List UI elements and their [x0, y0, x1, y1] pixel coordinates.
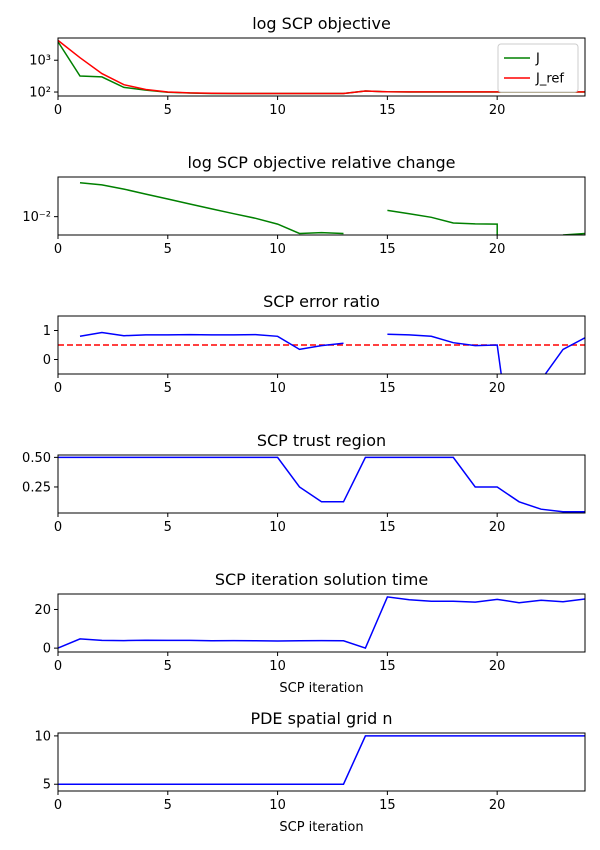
series-line-1 [58, 735, 585, 785]
subplot-title: SCP trust region [257, 431, 386, 450]
x-tick-label: 15 [379, 798, 396, 813]
x-tick-label: 20 [489, 381, 506, 396]
x-tick-label: 10 [269, 381, 286, 396]
legend: J J_ref [497, 43, 579, 93]
x-tick-label: 5 [164, 242, 172, 257]
subplot-1: log SCP objective 0 5 10 15 20 10² 10³ J J_ref [29, 14, 586, 118]
x-tick-label: 15 [379, 520, 396, 535]
subplot-3: SCP error ratio 0 5 10 15 20 0 1 [43, 292, 586, 396]
x-tick-label: 5 [164, 798, 172, 813]
x-tick-label: 0 [54, 103, 62, 118]
y-tick-label: 0.50 [22, 451, 51, 466]
x-axis-label: SCP iteration [279, 820, 363, 835]
subplot-5: SCP iteration solution time 0 5 10 15 20 0 20 SC… [34, 570, 586, 696]
legend-entry: J [535, 52, 540, 67]
axes-frame [57, 593, 586, 653]
y-tick-label: 0.25 [22, 480, 51, 495]
subplot-title: SCP error ratio [263, 292, 380, 311]
y-tick-label: 10³ [29, 54, 51, 69]
x-tick-label: 0 [54, 520, 62, 535]
series-line-1-seg-1 [79, 181, 344, 235]
axes-frame [57, 732, 586, 792]
plot-area [58, 456, 585, 513]
series-line-1-seg-2 [387, 209, 498, 235]
subplot-2: log SCP objective relative change 0 5 10 15 2… [22, 153, 586, 257]
x-tick-label: 15 [379, 381, 396, 396]
x-tick-label: 5 [164, 659, 172, 674]
series-line-1 [58, 456, 585, 513]
plot-area [58, 735, 585, 785]
x-tick-label: 0 [54, 381, 62, 396]
x-tick-label: 20 [489, 659, 506, 674]
y-tick-label: 10² [29, 86, 51, 101]
x-tick-label: 5 [164, 103, 172, 118]
axes-frame [57, 315, 586, 375]
legend-entry: J_ref [535, 72, 564, 87]
series-line-2 [58, 39, 585, 95]
x-axis-label: SCP iteration [279, 681, 363, 696]
subplot-title: log SCP objective relative change [187, 153, 455, 172]
series-line-1-seg-2 [387, 333, 502, 374]
x-tick-label: 20 [489, 798, 506, 813]
legend-box [497, 43, 579, 93]
subplot-4: SCP trust region 0 5 10 15 20 0.25 0.50 [22, 431, 586, 535]
x-tick-label: 0 [54, 242, 62, 257]
y-tick-label: 10⁻² [22, 210, 51, 225]
x-tick-label: 10 [269, 520, 286, 535]
x-tick-label: 0 [54, 798, 62, 813]
x-tick-label: 15 [379, 242, 396, 257]
subplot-title: SCP iteration solution time [215, 570, 428, 589]
x-tick-label: 20 [489, 103, 506, 118]
x-tick-label: 10 [269, 798, 286, 813]
subplot-title: log SCP objective [252, 14, 391, 33]
plot-area [58, 596, 585, 650]
series-line-1-seg-1 [79, 331, 344, 351]
y-tick-label: 0 [43, 353, 51, 368]
y-tick-label: 10 [34, 729, 51, 744]
y-tick-label: 0 [43, 642, 51, 657]
x-tick-label: 10 [269, 659, 286, 674]
y-tick-label: 5 [43, 778, 51, 793]
x-tick-label: 20 [489, 520, 506, 535]
x-tick-label: 10 [269, 242, 286, 257]
x-tick-label: 10 [269, 103, 286, 118]
x-tick-label: 0 [54, 659, 62, 674]
y-tick-label: 20 [34, 603, 51, 618]
series-line-1 [58, 596, 585, 650]
x-tick-label: 20 [489, 242, 506, 257]
x-tick-label: 5 [164, 520, 172, 535]
subplot-title: PDE spatial grid n [250, 709, 392, 728]
axes-frame [57, 454, 586, 514]
x-tick-label: 15 [379, 103, 396, 118]
x-tick-label: 5 [164, 381, 172, 396]
plot-area [58, 331, 585, 374]
plot-area [58, 39, 585, 95]
axes-frame [57, 37, 586, 97]
series-line-1-seg-3 [544, 337, 585, 374]
axes-frame [57, 176, 586, 236]
plot-area [79, 181, 585, 235]
x-tick-label: 15 [379, 659, 396, 674]
y-tick-label: 1 [43, 324, 51, 339]
